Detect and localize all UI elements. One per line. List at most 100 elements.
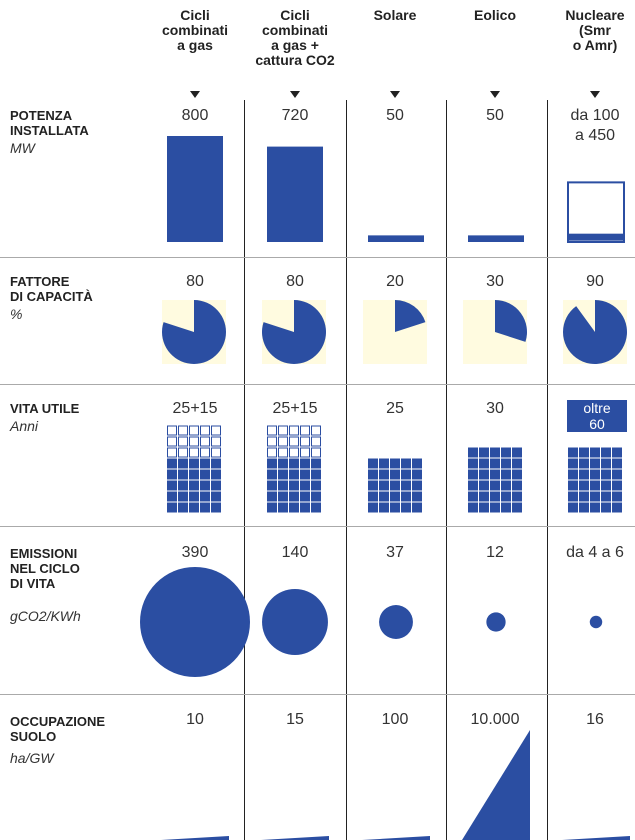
- life-square: [468, 447, 478, 458]
- life-square: [267, 469, 277, 480]
- value-label: 80: [186, 273, 204, 290]
- value-label: 80: [286, 273, 304, 290]
- row-divider: [0, 694, 635, 695]
- life-square: [379, 469, 389, 480]
- life-square: [390, 491, 400, 502]
- life-square: [211, 502, 221, 513]
- life-square: [479, 491, 489, 502]
- life-square: [479, 480, 489, 491]
- value-label: 25+15: [272, 400, 318, 417]
- life-square-extra: [211, 447, 221, 458]
- bar: [468, 235, 524, 242]
- life-square: [512, 447, 522, 458]
- life-square: [300, 502, 310, 513]
- land-triangle: [261, 836, 329, 840]
- column-divider: [547, 100, 548, 840]
- life-square: [267, 458, 277, 469]
- life-square: [278, 502, 288, 513]
- life-square: [311, 469, 321, 480]
- value-label: 90: [586, 273, 604, 290]
- life-square: [501, 469, 511, 480]
- column-divider: [346, 100, 347, 840]
- life-square-extra: [178, 425, 188, 436]
- life-square-extra: [167, 447, 177, 458]
- life-square: [490, 480, 500, 491]
- value-label: 10.000: [470, 711, 520, 728]
- life-square: [579, 502, 589, 513]
- life-square: [390, 469, 400, 480]
- life-square-extra: [211, 436, 221, 447]
- life-square-extra: [178, 436, 188, 447]
- value-label: 37: [386, 544, 404, 561]
- life-square: [512, 480, 522, 491]
- life-square: [401, 469, 411, 480]
- life-square: [167, 491, 177, 502]
- value-label-nuclear-life: oltre 60: [565, 398, 629, 434]
- life-square: [379, 491, 389, 502]
- life-square-extra: [267, 447, 277, 458]
- life-square: [479, 458, 489, 469]
- life-square-extra: [189, 425, 199, 436]
- life-square: [289, 458, 299, 469]
- life-square: [167, 480, 177, 491]
- life-square-extra: [289, 447, 299, 458]
- life-square: [412, 480, 422, 491]
- row-unit-capacity: %: [10, 306, 23, 322]
- life-square-extra: [300, 436, 310, 447]
- life-square: [512, 469, 522, 480]
- pie-slice: [162, 300, 227, 364]
- bar: [368, 235, 424, 242]
- life-square: [189, 469, 199, 480]
- life-square: [267, 491, 277, 502]
- life-square: [379, 480, 389, 491]
- emission-circle: [379, 605, 413, 639]
- life-square: [368, 480, 378, 491]
- row-label-land: OCCUPAZIONE SUOLO: [10, 714, 106, 744]
- land-triangle: [161, 836, 229, 840]
- value-label: da 4 a 6: [566, 544, 624, 561]
- life-square: [368, 502, 378, 513]
- value-label: 390: [181, 544, 209, 561]
- life-square: [368, 491, 378, 502]
- life-square-extra: [200, 447, 210, 458]
- life-square: [590, 458, 600, 469]
- life-square: [200, 469, 210, 480]
- life-square: [612, 502, 622, 513]
- life-square: [612, 447, 622, 458]
- life-square-extra: [211, 425, 221, 436]
- life-square: [300, 458, 310, 469]
- life-square: [612, 469, 622, 480]
- emission-circle: [589, 615, 603, 629]
- row-divider: [0, 257, 635, 258]
- life-square: [612, 491, 622, 502]
- life-square: [568, 491, 578, 502]
- life-square: [300, 480, 310, 491]
- column-header-gas: Cicli combinati a gas: [161, 7, 229, 53]
- pie-slice: [262, 300, 326, 364]
- life-square: [368, 458, 378, 469]
- value-label: 720: [281, 107, 309, 124]
- life-square-extra: [289, 436, 299, 447]
- row-label-capacity: FATTORE DI CAPACITÀ: [10, 274, 93, 304]
- life-square: [512, 502, 522, 513]
- life-square: [289, 502, 299, 513]
- life-square: [490, 447, 500, 458]
- life-square-extra: [178, 447, 188, 458]
- life-square: [401, 502, 411, 513]
- life-square: [278, 469, 288, 480]
- life-square-extra: [300, 447, 310, 458]
- life-square: [211, 458, 221, 469]
- life-square: [590, 447, 600, 458]
- life-square: [379, 502, 389, 513]
- row-unit-power: MW: [10, 140, 35, 156]
- life-square: [501, 502, 511, 513]
- life-square: [200, 458, 210, 469]
- value-label: 16: [586, 711, 604, 728]
- row-unit-emissions: gCO2/KWh: [10, 608, 81, 624]
- value-label: 20: [386, 273, 404, 290]
- value-label: 25: [386, 400, 404, 417]
- value-label: 30: [486, 273, 504, 290]
- life-square: [412, 502, 422, 513]
- column-divider: [446, 100, 447, 840]
